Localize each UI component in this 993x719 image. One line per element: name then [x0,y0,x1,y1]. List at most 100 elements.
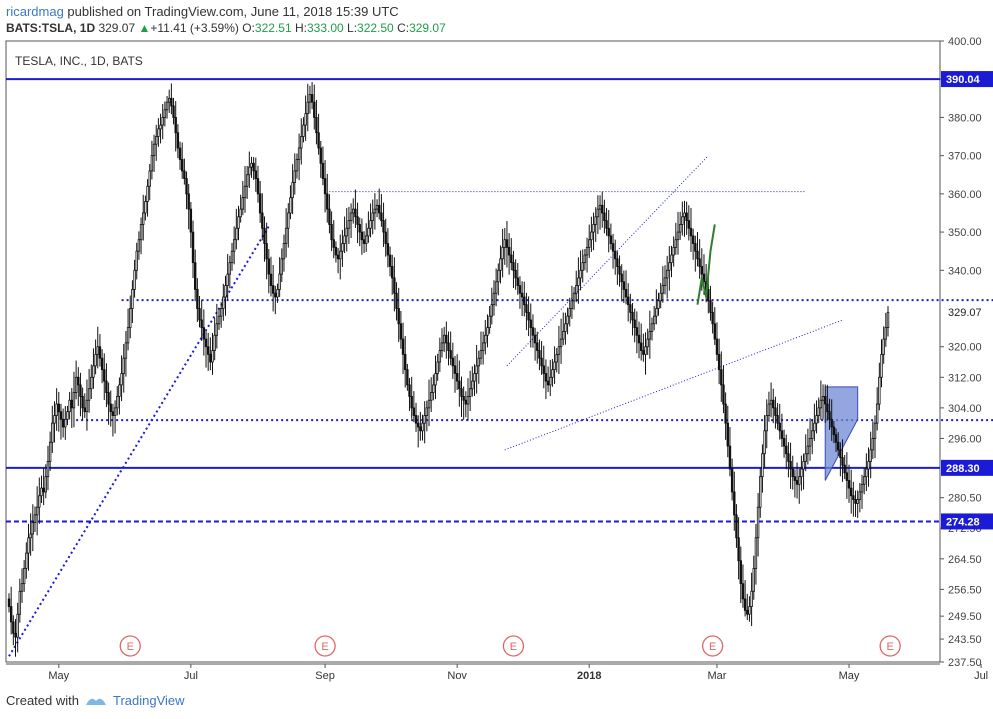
candle-body [633,319,636,329]
candle-body [865,468,868,478]
candle-body [754,537,758,569]
low-label: L: [347,21,358,35]
candle-body [302,124,305,137]
candle-body [468,388,472,397]
candle-body [328,208,331,225]
candle-body [510,254,513,264]
candle-body [650,323,654,332]
candle-body [748,606,751,615]
candle-body [300,136,303,149]
candle-body [230,250,234,264]
tradingview-logo-icon [85,698,106,705]
candle-body [614,250,617,260]
candle-body [185,178,188,195]
candle-body [148,170,151,187]
candle-body [843,464,846,474]
candle-body [730,468,734,493]
candle-body [442,334,446,344]
candle-body [436,361,439,374]
candle-body [655,308,658,317]
candle-body [761,453,764,478]
candle-body [323,178,327,195]
candle-body [118,384,121,397]
candle-body [55,403,58,416]
candle-body [659,292,662,302]
candle-body [782,438,786,447]
candle-body [373,208,377,214]
x-tick-label: 2018 [577,670,601,682]
trendline [504,319,843,451]
candle-body [202,327,206,340]
candle-body [661,285,665,294]
candle-body [544,373,548,382]
candle-body [631,311,634,321]
green-path [696,224,716,305]
y-tick-label: 350.00 [948,227,982,239]
candle-body [852,495,855,500]
candle-body [375,204,379,210]
candle-body [529,319,532,329]
candle-body [834,434,838,443]
candle-body [172,105,175,118]
candle-body [61,418,65,428]
earnings-marker [314,635,336,657]
candle-body [406,369,409,386]
candle-body [345,227,348,237]
candle-body [7,598,11,607]
candle-body [644,346,647,355]
y-tick-label: 370.00 [948,151,982,163]
candle-body [837,441,840,451]
candle-body [243,185,247,199]
candle-body [832,426,836,436]
candle-body [488,315,491,329]
candle-body [384,231,387,244]
candle-body [168,97,171,103]
candle-body [629,304,632,313]
candle-body [449,350,452,359]
candle-body [772,399,775,409]
candle-body [438,350,442,363]
candle-body [523,296,526,306]
candle-body [131,288,134,309]
candle-body [501,246,504,260]
candle-body [217,315,221,325]
candle-body [198,308,201,321]
high-value: 333.00 [306,21,344,35]
x-tick-label: Jul [974,670,988,682]
candle-body [206,346,210,355]
candle-body [408,384,411,397]
candle-body [98,346,102,359]
candle-body [594,216,597,225]
candle-body [120,373,123,386]
tradingview-brand-link[interactable]: TradingView [112,693,185,708]
symbol-label: BATS:TSLA, 1D [6,21,96,35]
candle-body [726,422,729,447]
earnings-marker-label: E [321,641,328,653]
candle-body [746,610,749,615]
candle-body [356,216,359,225]
created-with-text: Created with [6,693,79,708]
y-tick-label: 312.00 [948,372,982,384]
candle-body [310,94,314,103]
candle-body [440,342,444,351]
candle-body [549,376,552,386]
candle-body [51,422,54,443]
candle-body [847,480,851,489]
close-value: 329.07 [409,21,446,35]
candle-body [793,476,797,481]
candle-body [339,250,342,260]
candle-body [371,212,374,222]
candle-body [477,357,481,367]
candle-body [886,311,890,329]
candle-body [466,396,470,405]
candle-body [676,231,680,241]
author-link[interactable]: ricardmag [6,4,64,19]
candle-body [152,143,156,157]
candle-body [341,243,344,252]
candle-body [570,300,574,309]
candle-body [157,128,160,137]
candle-body [429,392,433,401]
candle-body [494,281,498,294]
candle-body [839,449,842,458]
